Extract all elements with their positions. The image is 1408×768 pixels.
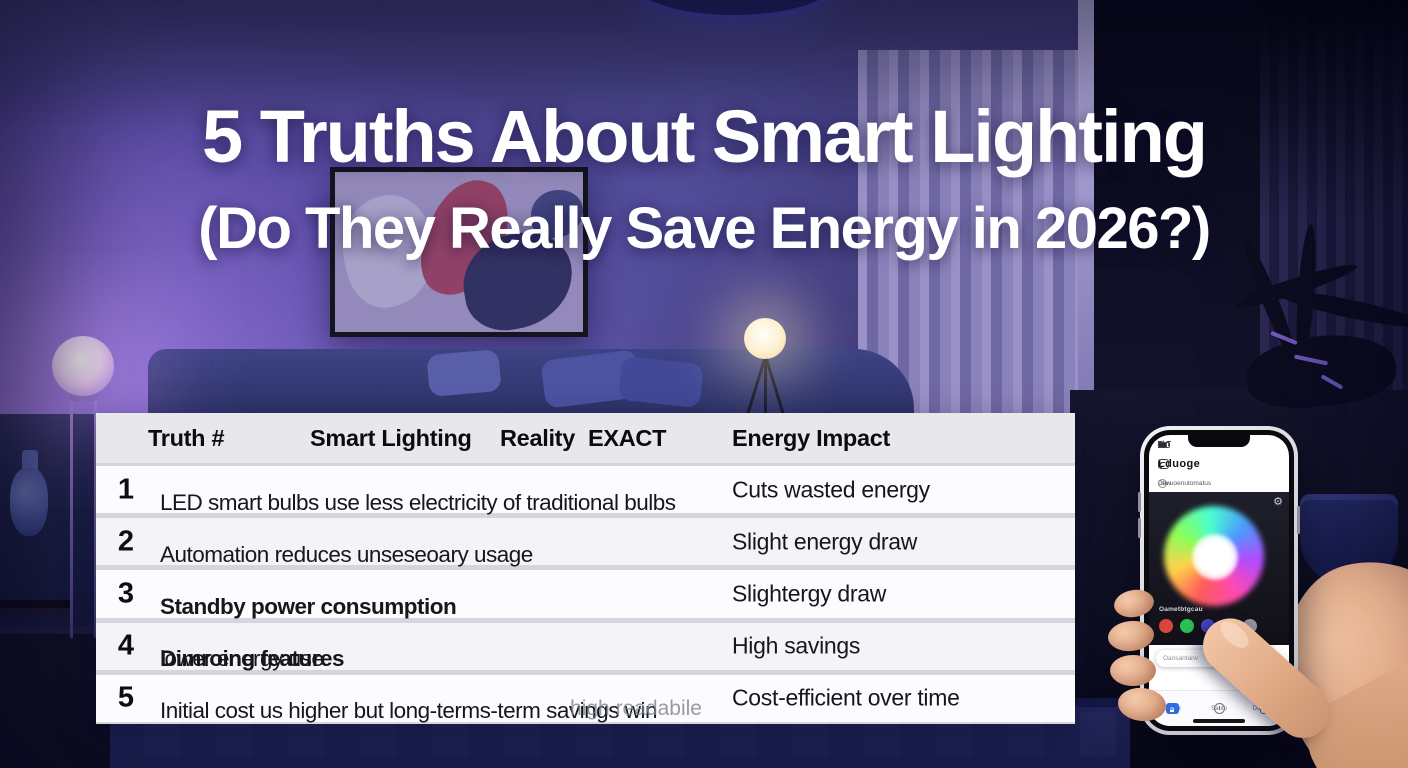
back-chevron-icon[interactable]: ‹ xyxy=(1158,455,1163,472)
column-header: Reality xyxy=(500,425,575,451)
color-panel: ⚙ Oametbtgcau xyxy=(1149,492,1289,645)
table-row: 1 LED smart bulbs use less electricity of… xyxy=(96,466,1075,515)
page-title: 5 Truths About Smart Lighting xyxy=(202,95,1208,178)
sofa xyxy=(148,349,914,423)
column-header: Energy Impact xyxy=(732,425,891,451)
gear-icon[interactable]: ⚙ xyxy=(1273,496,1283,508)
volume-button[interactable] xyxy=(1138,492,1141,512)
plant-leaf xyxy=(1242,328,1400,414)
app-header: ‹ Lduoge xyxy=(1149,450,1289,475)
truth-number: 5 xyxy=(117,681,135,714)
phone-bezel: ThT ‹ Lduoge Daw Glo uoenutomatus xyxy=(1144,430,1294,731)
swatch-group-label: Oametbtgcau xyxy=(1159,606,1203,613)
phone-notch xyxy=(1188,435,1250,447)
truth-number: 3 xyxy=(117,577,135,610)
truth-number: 4 xyxy=(117,629,135,662)
truth-number: 1 xyxy=(117,473,135,506)
books-stack xyxy=(0,600,72,618)
energy-impact: Cuts wasted energy xyxy=(732,476,930,503)
globe-lamp-leg xyxy=(94,400,97,638)
truths-table: Truth # Smart Lighting Reality EXACT Energy … xyxy=(96,413,1075,724)
tripod-lamp-bulb xyxy=(744,318,786,359)
art-tint xyxy=(335,172,583,332)
table-header: Truth # Smart Lighting Reality EXACT Energy … xyxy=(96,413,1075,463)
energy-impact: Cost-efficient over time xyxy=(732,684,960,711)
home-icon xyxy=(1165,703,1179,714)
nav-item-home[interactable]: Oame xyxy=(1149,691,1196,726)
globe-lamp-leg xyxy=(70,400,73,638)
curtain-shadow xyxy=(1260,0,1408,220)
table-row: 2 Automation reduces unseseoary usage Slig… xyxy=(96,518,1075,567)
phone-screen: ThT ‹ Lduoge Daw Glo uoenutomatus xyxy=(1149,435,1289,726)
smartphone: ThT ‹ Lduoge Daw Glo uoenutomatus xyxy=(1138,426,1300,735)
column-header: EXACT xyxy=(588,425,667,451)
home-indicator[interactable] xyxy=(1193,719,1245,723)
column-header: Smart Lighting xyxy=(310,425,472,451)
claim-segment: Automation reduces unseseoary usage xyxy=(160,541,533,567)
nav-item-clock[interactable]: Sauto xyxy=(1196,691,1243,726)
table-row: 3 Standby power consumption Slightergy dra… xyxy=(96,570,1075,619)
globe-lamp-base xyxy=(69,394,97,401)
page-subtitle: (Do They Really Save Energy in 2026?) xyxy=(198,196,1211,261)
tripod-lamp-leg xyxy=(764,356,767,420)
color-swatch[interactable] xyxy=(1180,619,1194,633)
battery-icon xyxy=(1158,441,1170,448)
title-block: 5 Truths About Smart Lighting (Do They R… xyxy=(30,94,1378,262)
sofa-pillow xyxy=(617,355,705,409)
nav-label: Sauto xyxy=(1211,705,1227,712)
curtains-light xyxy=(858,50,1092,418)
color-wheel-center[interactable] xyxy=(1192,534,1238,580)
tab-center[interactable]: Glo uoenutomatus xyxy=(1158,480,1212,487)
finger xyxy=(1110,655,1156,686)
claim-segment: lower energy use xyxy=(160,646,324,672)
vase xyxy=(10,468,48,536)
nav-label: Oame xyxy=(1163,705,1181,712)
bag-icon[interactable] xyxy=(1158,458,1169,469)
column-header: Truth # xyxy=(148,425,225,451)
energy-impact: High savings xyxy=(732,632,861,659)
claim-segment: LED smart bulbs use less electricity of … xyxy=(160,489,676,515)
wall-art-frame xyxy=(330,167,588,337)
claim-segment: Dimroing features xyxy=(160,646,345,672)
power-button[interactable] xyxy=(1297,506,1300,534)
app-tabs: Daw Glo uoenutomatus xyxy=(1149,475,1289,492)
energy-impact: Slightergy draw xyxy=(732,580,887,607)
claim-segment: Initial cost us higher but long-terms-te… xyxy=(160,698,657,724)
table-row: 4 Dimroing features lower energy use High … xyxy=(96,622,1075,672)
volume-button[interactable] xyxy=(1138,518,1141,538)
profile-circle-icon[interactable] xyxy=(1158,479,1167,488)
claim-segment: Standby power consumption xyxy=(160,594,457,619)
color-swatch[interactable] xyxy=(1159,619,1173,633)
globe-lamp xyxy=(52,336,114,396)
table-row: 5 Initial cost us higher but long-terms-t… xyxy=(96,674,1075,724)
clock-icon xyxy=(1213,703,1225,714)
watermark-text: high readabile xyxy=(570,697,702,720)
side-table xyxy=(0,626,110,768)
energy-impact: Slight energy draw xyxy=(732,528,918,555)
truth-number: 2 xyxy=(117,525,135,558)
status-bar: ThT xyxy=(1149,435,1289,450)
sofa-pillow xyxy=(426,348,502,398)
table-body: 1 LED smart bulbs use less electricity of… xyxy=(96,463,1075,724)
